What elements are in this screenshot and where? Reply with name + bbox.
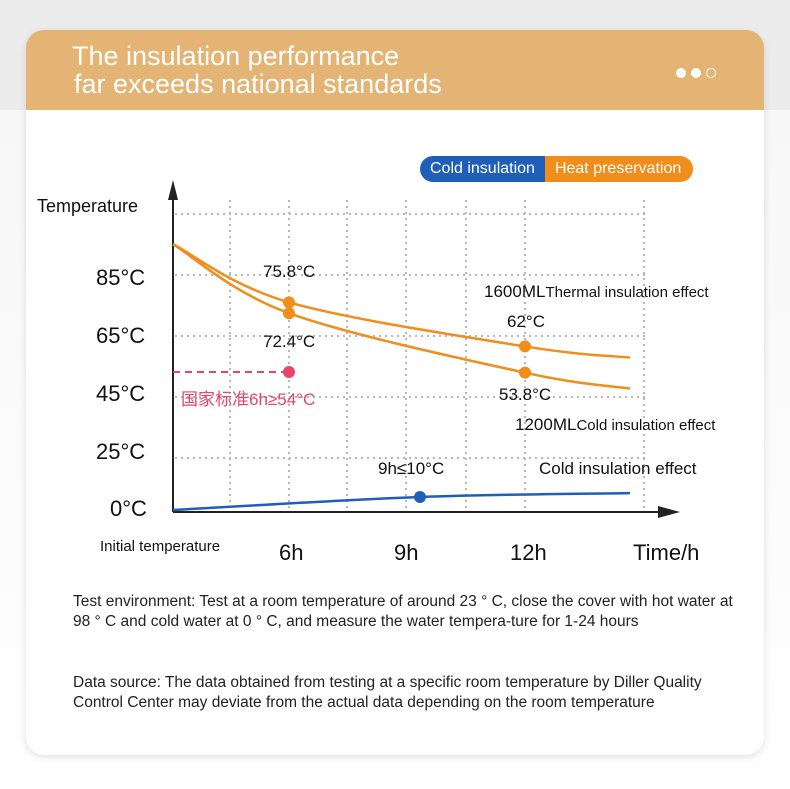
x-tick-6h: 6h (279, 540, 304, 565)
data-point-cold-0 (414, 491, 426, 503)
x-axis-label: Time/h (633, 540, 700, 565)
legend-heat[interactable]: Heat preservation (544, 156, 694, 182)
marker-label-62: 62°C (507, 312, 545, 331)
page-dot-1[interactable] (676, 68, 686, 78)
y-tick-25: 25°C (96, 439, 146, 464)
page-dot-2[interactable] (691, 68, 701, 78)
data-source-note: Data source: The data obtained from test… (73, 674, 702, 711)
series-1200-main: 1200ML (515, 415, 577, 434)
marker-label-72-4: 72.4°C (263, 332, 316, 351)
x-tick-12h: 12h (510, 540, 547, 565)
title-line-2: far exceeds national standards (74, 69, 442, 99)
data-point-1600ml-1 (519, 340, 531, 353)
y-axis-arrow-icon (168, 180, 178, 200)
series-1600-main: 1600ML (484, 282, 546, 301)
data-point-1200ml-0 (283, 307, 295, 320)
y-axis-label: Temperature (37, 196, 139, 216)
series-line-cold (172, 491, 631, 512)
header-title: The insulation performance far exceeds n… (72, 42, 442, 98)
series-1200-sub: Cold insulation effect (576, 417, 716, 434)
y-tick-0: 0°C (110, 496, 147, 521)
test-environment-note: Test environment: Test at a room tempera… (73, 593, 733, 630)
header-banner: The insulation performance far exceeds n… (26, 30, 764, 110)
infographic-card: The insulation performance far exceeds n… (26, 30, 764, 755)
y-tick-65: 65°C (96, 323, 146, 348)
title-line-1: The insulation performance (72, 41, 400, 71)
marker-label-9h: 9h≤10°C (378, 459, 445, 478)
marker-label-53-8: 53.8°C (499, 385, 552, 404)
series-label-cold: Cold insulation effect (539, 459, 697, 478)
series-line-1200ml (172, 243, 631, 390)
data-point-1600ml-0 (283, 296, 295, 309)
chart-legend: Cold insulation Heat preservation (420, 156, 694, 182)
page-dot-3[interactable] (706, 68, 716, 78)
data-point-1200ml-1 (519, 366, 531, 379)
standard-point (283, 366, 295, 378)
series-label-1600: 1600MLThermal insulation effect (484, 282, 709, 302)
marker-label-75-8: 75.8°C (263, 262, 316, 281)
y-tick-85: 85°C (96, 265, 146, 290)
legend-cold[interactable]: Cold insulation (420, 156, 545, 182)
series-label-1200: 1200MLCold insulation effect (515, 415, 715, 435)
y-tick-45: 45°C (96, 381, 146, 406)
x-tick-9h: 9h (394, 540, 419, 565)
x-origin-label: Initial temperature (100, 538, 221, 555)
standard-label: 国家标准6h≥54°C (181, 390, 316, 409)
page-indicator[interactable] (676, 68, 716, 78)
series-line-1600ml (172, 243, 631, 359)
series-1600-sub: Thermal insulation effect (545, 284, 709, 301)
x-axis-arrow-icon (658, 506, 680, 518)
